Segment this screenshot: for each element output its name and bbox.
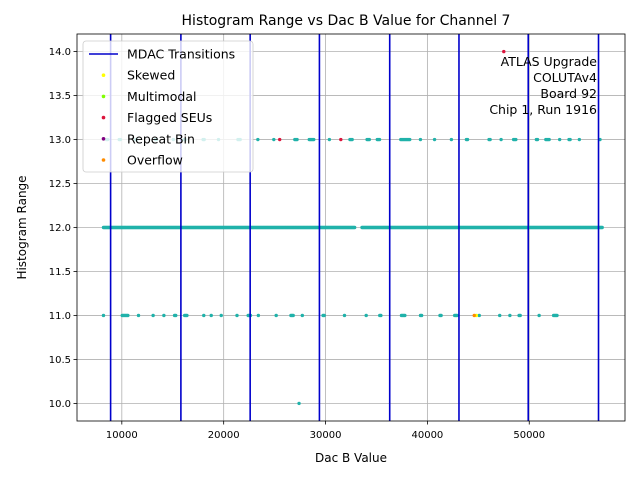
data-point <box>342 313 347 318</box>
data-point <box>322 313 326 318</box>
data-point <box>327 137 332 142</box>
y-tick-label: 10.0 <box>49 399 71 410</box>
legend-label: Repeat Bin <box>127 131 195 146</box>
data-point <box>419 313 424 318</box>
data-point <box>209 313 213 318</box>
data-point <box>300 313 305 318</box>
y-axis: 10.0 10.5 11.0 11.5 12.0 12.5 13.0 13.5 14.0 <box>49 47 77 410</box>
data-point <box>577 137 582 142</box>
annotation-line: COLUTAv4 <box>533 70 597 85</box>
data-point <box>418 137 423 142</box>
data-point <box>277 137 282 142</box>
data-point <box>101 313 106 318</box>
y-tick-label: 12.0 <box>49 223 71 234</box>
data-point <box>151 313 155 318</box>
legend-box <box>82 40 254 173</box>
y-tick-label: 10.5 <box>49 355 71 366</box>
annotation-line: Chip 1, Run 1916 <box>489 102 597 117</box>
data-point <box>291 313 295 318</box>
data-point <box>499 137 503 142</box>
legend-label: Multimodal <box>127 89 196 104</box>
data-point <box>364 313 368 318</box>
data-point <box>174 313 178 318</box>
y-tick-label: 11.0 <box>49 311 71 322</box>
data-point <box>537 313 541 318</box>
legend-dot-swatch <box>101 115 106 120</box>
x-tick-label: 30000 <box>310 430 342 441</box>
data-point <box>508 313 512 318</box>
data-point <box>557 137 562 142</box>
data-point <box>449 137 454 142</box>
x-tick-label: 50000 <box>513 430 545 441</box>
data-point <box>185 313 189 318</box>
data-point <box>547 137 551 142</box>
x-tick-label: 10000 <box>106 430 138 441</box>
x-axis-label: Dac B Value <box>315 451 387 465</box>
data-point <box>408 137 412 142</box>
data-point <box>403 313 407 318</box>
data-point <box>367 137 372 142</box>
legend-label: Skewed <box>127 68 175 83</box>
data-point <box>162 313 166 318</box>
legend-label: MDAC Transitions <box>127 47 235 62</box>
data-point <box>432 137 437 142</box>
data-point <box>126 313 130 318</box>
annotation-line: ATLAS Upgrade <box>501 54 598 69</box>
data-point <box>472 313 476 318</box>
annotation-line: Board 92 <box>540 86 597 101</box>
y-axis-label: Histogram Range <box>15 175 29 279</box>
legend-dot-swatch <box>101 94 106 99</box>
y-tick-label: 11.5 <box>49 267 71 278</box>
data-point <box>555 313 559 318</box>
x-axis: 10000 20000 30000 40000 50000 <box>106 421 545 441</box>
data-point <box>219 313 223 318</box>
legend-dot-swatch <box>101 158 106 162</box>
data-point <box>439 313 443 318</box>
data-point <box>352 225 357 230</box>
y-tick-label: 13.0 <box>49 135 71 146</box>
data-point <box>379 313 383 318</box>
legend: MDAC Transitions Skewed Multimodal Flagged … <box>82 40 254 173</box>
data-point <box>297 401 301 406</box>
data-point <box>502 49 506 54</box>
data-point <box>256 313 261 318</box>
data-point <box>202 313 206 318</box>
data-point <box>518 313 522 318</box>
chart-title: Histogram Range vs Dac B Value for Chann… <box>182 13 511 29</box>
data-point <box>235 313 239 318</box>
legend-dot-swatch <box>101 73 106 77</box>
data-point <box>136 313 141 318</box>
data-point <box>256 137 260 142</box>
data-point <box>272 137 276 142</box>
data-point <box>350 137 354 142</box>
data-point <box>600 225 604 230</box>
data-point <box>498 313 502 318</box>
data-point <box>339 137 343 142</box>
data-point <box>535 137 540 142</box>
data-point <box>455 313 459 318</box>
legend-label: Flagged SEUs <box>127 110 212 125</box>
x-tick-label: 20000 <box>208 430 240 441</box>
x-tick-label: 40000 <box>411 430 443 441</box>
data-point <box>295 137 299 142</box>
y-tick-label: 12.5 <box>49 179 71 190</box>
legend-dot-swatch <box>101 137 106 141</box>
legend-label: Overflow <box>127 153 183 168</box>
data-point <box>312 137 316 142</box>
y-tick-label: 14.0 <box>49 47 71 58</box>
data-point <box>477 313 481 318</box>
data-point <box>488 137 492 142</box>
data-point <box>377 137 382 142</box>
data-point <box>274 313 278 318</box>
data-point <box>568 137 572 142</box>
y-tick-label: 13.5 <box>49 91 71 102</box>
data-points <box>101 49 604 406</box>
data-point <box>465 137 470 142</box>
data-point <box>514 137 518 142</box>
